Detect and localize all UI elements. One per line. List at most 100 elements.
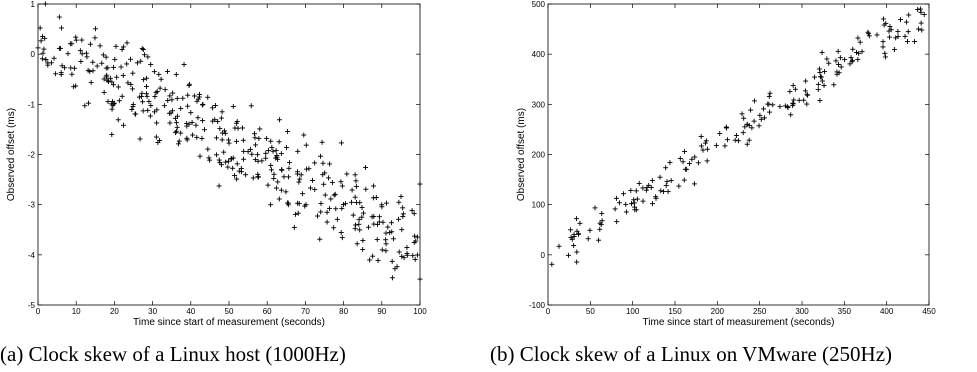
data-point bbox=[273, 185, 279, 191]
data-point bbox=[633, 188, 639, 194]
data-point bbox=[283, 189, 289, 195]
data-point bbox=[856, 50, 862, 56]
data-point bbox=[915, 26, 921, 32]
data-point bbox=[312, 187, 318, 193]
chart-panel-b: 0 50 100 150 200 250 300 350 400 450 -100 0 100 200 30… bbox=[490, 0, 977, 372]
y-tick-label: 100 bbox=[532, 201, 546, 210]
data-point bbox=[87, 41, 93, 47]
data-point bbox=[658, 188, 664, 194]
data-point bbox=[892, 46, 898, 52]
data-point bbox=[702, 140, 708, 146]
data-point bbox=[120, 44, 126, 50]
data-point bbox=[173, 128, 179, 134]
data-point bbox=[169, 97, 175, 103]
data-point bbox=[360, 246, 366, 252]
data-point bbox=[880, 16, 886, 22]
x-tick-label: 20 bbox=[110, 307, 119, 316]
data-point bbox=[238, 169, 244, 175]
data-point bbox=[404, 244, 410, 250]
data-point bbox=[802, 88, 808, 94]
data-point bbox=[301, 132, 307, 138]
y-tick-label: -4 bbox=[28, 251, 36, 260]
data-point bbox=[132, 111, 138, 117]
data-point bbox=[385, 224, 391, 230]
data-point bbox=[240, 125, 246, 131]
data-point bbox=[263, 155, 269, 161]
data-point bbox=[100, 52, 106, 58]
data-point bbox=[309, 177, 315, 183]
data-point bbox=[399, 227, 405, 233]
x-tick-label: 90 bbox=[377, 307, 386, 316]
data-point bbox=[83, 50, 89, 56]
data-point bbox=[388, 220, 394, 226]
data-point bbox=[342, 201, 348, 207]
data-point bbox=[623, 201, 629, 207]
data-point bbox=[195, 115, 201, 121]
data-point bbox=[338, 229, 344, 235]
data-point bbox=[286, 160, 292, 166]
data-point bbox=[826, 60, 832, 66]
data-point bbox=[836, 62, 842, 68]
data-point bbox=[328, 196, 334, 202]
x-tick-label: 450 bbox=[922, 307, 936, 316]
data-point bbox=[273, 148, 279, 154]
data-point bbox=[152, 94, 158, 100]
data-point bbox=[723, 124, 729, 130]
data-point bbox=[417, 276, 423, 282]
data-point bbox=[874, 32, 880, 38]
data-point bbox=[315, 213, 321, 219]
data-point bbox=[263, 150, 269, 156]
data-point bbox=[357, 227, 363, 233]
data-point bbox=[782, 103, 788, 109]
data-point bbox=[143, 83, 149, 89]
data-point bbox=[115, 117, 121, 123]
data-point bbox=[352, 194, 358, 200]
x-axis-label: Time since start of measurement (seconds… bbox=[643, 317, 835, 328]
data-point bbox=[744, 141, 750, 147]
data-point bbox=[766, 101, 772, 107]
x-tick-label: 200 bbox=[711, 307, 725, 316]
data-point bbox=[411, 240, 417, 246]
data-point bbox=[838, 64, 844, 70]
data-point bbox=[373, 194, 379, 200]
data-point bbox=[295, 210, 301, 216]
data-point bbox=[268, 202, 274, 208]
data-point bbox=[215, 119, 221, 125]
data-point bbox=[681, 177, 687, 183]
data-point bbox=[739, 111, 745, 117]
data-point bbox=[188, 110, 194, 116]
data-point bbox=[338, 179, 344, 185]
data-point bbox=[363, 164, 369, 170]
data-point bbox=[371, 183, 377, 189]
data-point bbox=[339, 183, 345, 189]
data-point bbox=[206, 155, 212, 161]
data-point bbox=[865, 29, 871, 35]
data-point bbox=[273, 155, 279, 161]
data-point bbox=[895, 28, 901, 34]
data-point bbox=[359, 205, 365, 211]
data-point bbox=[371, 213, 377, 219]
data-point bbox=[577, 220, 583, 226]
data-point bbox=[144, 75, 150, 81]
data-point bbox=[740, 130, 746, 136]
data-point bbox=[757, 112, 763, 118]
data-point bbox=[269, 144, 275, 150]
data-point bbox=[233, 138, 239, 144]
data-point bbox=[210, 105, 216, 111]
data-point bbox=[97, 43, 103, 49]
data-point bbox=[633, 207, 639, 213]
data-point bbox=[221, 128, 227, 134]
data-point bbox=[285, 200, 291, 206]
data-point bbox=[146, 98, 152, 104]
data-point bbox=[785, 104, 791, 110]
data-point bbox=[571, 232, 577, 238]
chart-panel-a: 0 10 20 30 40 50 60 70 80 90 100 -5 -4 -3 -2 -1 0 1 Time s… bbox=[0, 0, 470, 372]
x-tick-label: 50 bbox=[586, 307, 595, 316]
data-point bbox=[549, 261, 555, 267]
data-point bbox=[175, 141, 181, 147]
data-point bbox=[147, 113, 153, 119]
data-point bbox=[749, 125, 755, 131]
data-point bbox=[38, 38, 44, 44]
data-point bbox=[758, 116, 764, 122]
data-point bbox=[189, 119, 195, 125]
